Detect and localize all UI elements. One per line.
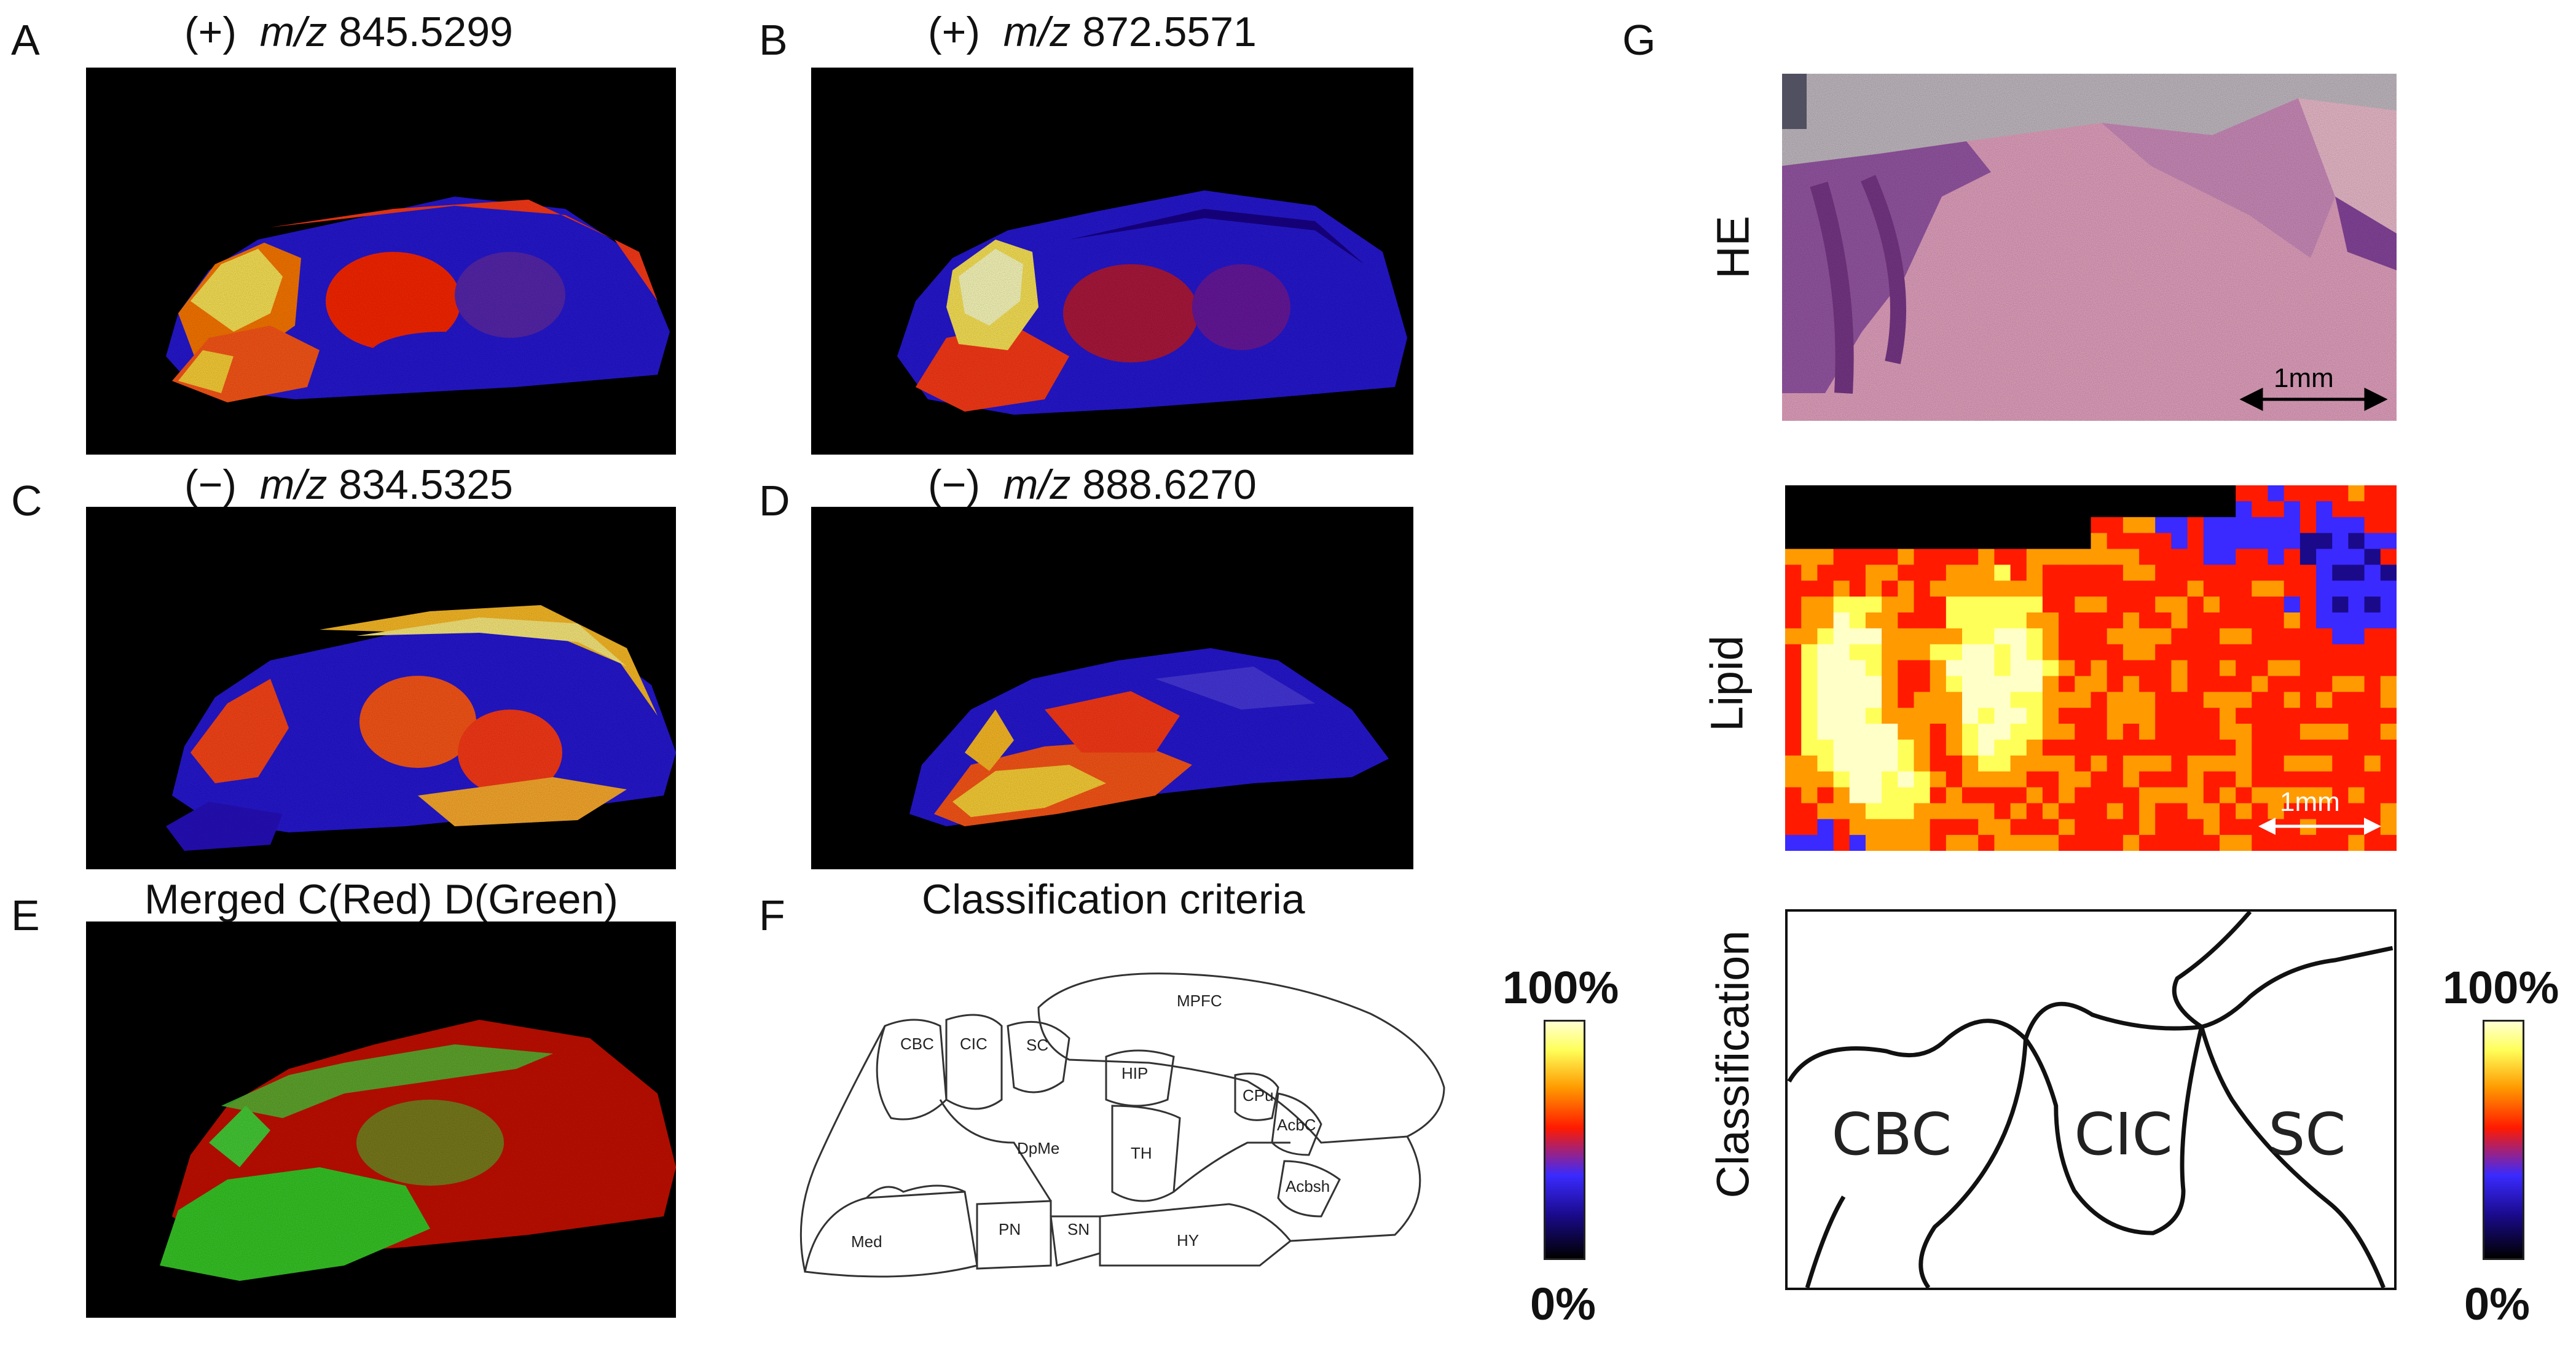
class-label-cbc: CBC bbox=[1832, 1101, 1952, 1168]
panel-f-title: Classification criteria bbox=[922, 876, 1305, 923]
atlas-label-hy: HY bbox=[1177, 1231, 1199, 1250]
panel-e-title: Merged C(Red) D(Green) bbox=[144, 876, 618, 923]
panel-a-title: (+) m/z 845.5299 bbox=[184, 9, 513, 55]
class-label-cic: CIC bbox=[2074, 1101, 2172, 1168]
panel-letter-d: D bbox=[759, 477, 790, 525]
atlas-diagram: MPFC CBC CIC SC HIP CPu DpMe TH AcbC Acb… bbox=[780, 958, 1487, 1284]
panel-c-title: (−) m/z 834.5325 bbox=[184, 461, 513, 508]
msi-image-a bbox=[86, 68, 676, 455]
panel-letter-f: F bbox=[759, 891, 785, 939]
panel-letter-e: E bbox=[11, 891, 40, 939]
atlas-label-cic: CIC bbox=[960, 1035, 988, 1053]
panel-letter-c: C bbox=[11, 477, 42, 525]
atlas-label-hip: HIP bbox=[1121, 1064, 1148, 1082]
msi-image-b bbox=[811, 68, 1413, 455]
msi-image-e-merged bbox=[86, 921, 676, 1318]
atlas-label-sc: SC bbox=[1026, 1036, 1048, 1054]
scalebar-he-label: 1mm bbox=[2274, 363, 2334, 393]
msi-image-c bbox=[86, 507, 676, 869]
panel-d-title: (−) m/z 888.6270 bbox=[928, 461, 1257, 508]
atlas-label-cpu: CPu bbox=[1243, 1086, 1274, 1105]
colorbar-g-max-label: 100% bbox=[2443, 962, 2559, 1013]
panel-b-title: (+) m/z 872.5571 bbox=[928, 9, 1257, 55]
classification-diagram: CBC CIC SC bbox=[1785, 909, 2397, 1290]
colorbar-f-min-label: 0% bbox=[1530, 1278, 1596, 1329]
scalebar-lipid: 1mm bbox=[2258, 787, 2381, 835]
atlas-label-cbc: CBC bbox=[900, 1035, 934, 1053]
colorbar-g bbox=[2483, 1020, 2524, 1260]
panel-letter-g: G bbox=[1622, 16, 1656, 64]
row-label-classification: Classification bbox=[1707, 930, 1759, 1199]
row-label-lipid: Lipid bbox=[1701, 635, 1753, 732]
panel-letter-b: B bbox=[759, 16, 788, 64]
colorbar-f-max-label: 100% bbox=[1502, 962, 1619, 1013]
row-label-he: HE bbox=[1707, 216, 1759, 279]
atlas-label-sn: SN bbox=[1067, 1220, 1090, 1238]
msi-image-d bbox=[811, 507, 1413, 869]
colorbar-g-min-label: 0% bbox=[2464, 1278, 2530, 1329]
he-stain-image: 1mm bbox=[1782, 74, 2397, 421]
lipid-heatmap: 1mm bbox=[1785, 485, 2397, 851]
atlas-label-th: TH bbox=[1131, 1144, 1152, 1162]
colorbar-f bbox=[1544, 1020, 1585, 1260]
class-label-sc: SC bbox=[2268, 1101, 2346, 1168]
scalebar-lipid-label: 1mm bbox=[2280, 787, 2340, 817]
atlas-label-dpme: DpMe bbox=[1017, 1139, 1059, 1157]
atlas-label-acbc: AcbC bbox=[1277, 1116, 1316, 1134]
atlas-label-mpfc: MPFC bbox=[1177, 992, 1222, 1010]
atlas-label-pn: PN bbox=[999, 1220, 1021, 1238]
atlas-label-med: Med bbox=[851, 1232, 882, 1251]
panel-letter-a: A bbox=[11, 16, 40, 64]
atlas-label-acbsh: Acbsh bbox=[1286, 1177, 1330, 1195]
